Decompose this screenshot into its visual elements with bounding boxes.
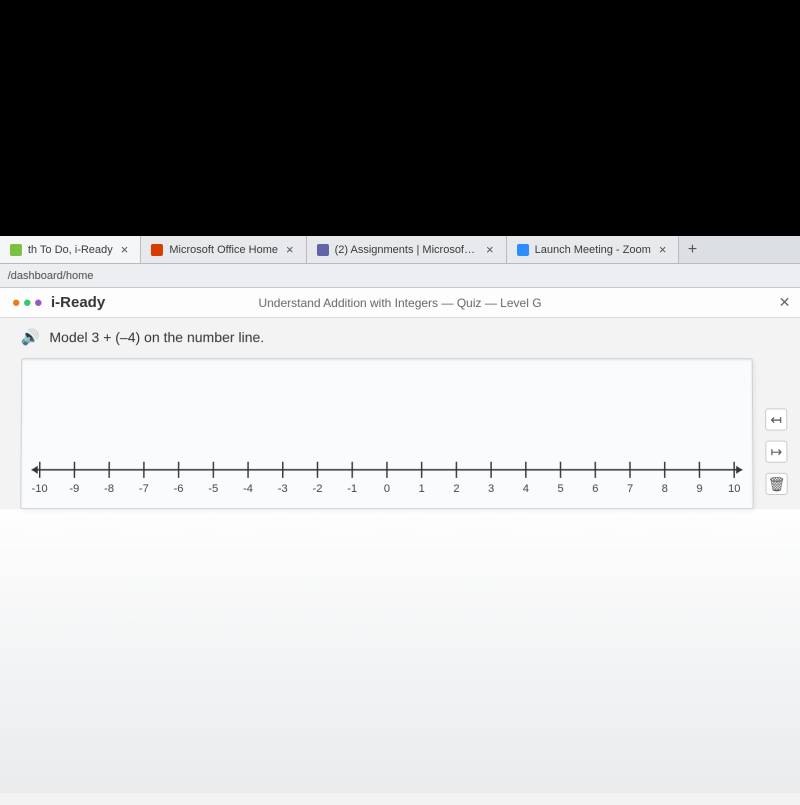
tab-title: (2) Assignments | Microsoft Teams [335, 243, 478, 255]
svg-text:-5: -5 [208, 483, 218, 495]
tab-title: Microsoft Office Home [169, 243, 278, 255]
svg-text:-2: -2 [313, 483, 323, 495]
audio-icon[interactable]: 🔊 [21, 328, 39, 346]
svg-text:6: 6 [592, 483, 598, 495]
tab-title: Launch Meeting - Zoom [535, 243, 651, 255]
tab-close-icon[interactable]: × [119, 243, 131, 256]
numberline-svg: -10-9-8-7-6-5-4-3-2-1012345678910 [21, 440, 752, 500]
svg-text:3: 3 [488, 483, 494, 495]
toolbox: ↤ ↦ 🗑 [761, 358, 792, 509]
close-lesson-button[interactable]: ✕ [779, 294, 791, 311]
numberline-panel[interactable]: -10-9-8-7-6-5-4-3-2-1012345678910 [20, 358, 753, 509]
browser-tab[interactable]: th To Do, i-Ready × [0, 236, 141, 263]
tab-close-icon[interactable]: × [284, 243, 296, 256]
browser-tab-strip: th To Do, i-Ready × Microsoft Office Home ×… [0, 236, 800, 264]
brand-dot-icon: ● [34, 294, 43, 311]
svg-text:9: 9 [696, 483, 702, 495]
question-row: 🔊 Model 3 + (–4) on the number line. [0, 318, 800, 352]
svg-text:-3: -3 [278, 483, 288, 495]
tab-favicon-icon [10, 243, 22, 255]
app-header: ●●● i-Ready Understand Addition with Int… [0, 288, 800, 318]
tab-favicon-icon [317, 243, 329, 255]
svg-text:-4: -4 [243, 483, 253, 495]
svg-text:-6: -6 [174, 483, 184, 495]
brand-text: i-Ready [51, 294, 105, 311]
tab-favicon-icon [151, 243, 163, 255]
right-arrow-tool[interactable]: ↦ [765, 441, 787, 463]
svg-text:5: 5 [557, 483, 563, 495]
url-text: /dashboard/home [8, 269, 94, 281]
tab-favicon-icon [517, 243, 529, 255]
svg-text:1: 1 [419, 483, 425, 495]
svg-text:-7: -7 [139, 483, 149, 495]
browser-tab[interactable]: (2) Assignments | Microsoft Teams × [307, 236, 507, 263]
left-arrow-tool[interactable]: ↤ [765, 408, 787, 430]
new-tab-button[interactable]: + [679, 236, 705, 263]
svg-text:0: 0 [384, 483, 390, 495]
question-text: Model 3 + (–4) on the number line. [49, 329, 264, 345]
address-bar: /dashboard/home [0, 264, 800, 288]
brand-dot-icon: ● [23, 294, 32, 311]
panel-wrap: -10-9-8-7-6-5-4-3-2-1012345678910 ↤ ↦ 🗑 [0, 352, 800, 509]
brand-logo: ●●● i-Ready [11, 294, 105, 311]
svg-text:8: 8 [662, 483, 668, 495]
browser-tab[interactable]: Microsoft Office Home × [141, 236, 306, 263]
lesson-title: Understand Addition with Integers — Quiz… [0, 296, 800, 310]
tab-title: th To Do, i-Ready [28, 243, 113, 255]
browser-tab[interactable]: Launch Meeting - Zoom × [507, 236, 680, 263]
content-area [0, 509, 800, 793]
svg-text:-10: -10 [32, 483, 48, 495]
svg-text:-8: -8 [104, 483, 114, 495]
tab-close-icon[interactable]: × [484, 243, 496, 256]
trash-tool[interactable]: 🗑 [766, 473, 788, 495]
svg-text:7: 7 [627, 483, 633, 495]
svg-text:2: 2 [453, 483, 459, 495]
svg-text:4: 4 [523, 483, 529, 495]
brand-dot-icon: ● [11, 294, 20, 311]
svg-text:-9: -9 [69, 483, 79, 495]
tab-close-icon[interactable]: × [657, 243, 669, 256]
svg-text:-1: -1 [347, 483, 357, 495]
svg-text:10: 10 [728, 483, 740, 495]
